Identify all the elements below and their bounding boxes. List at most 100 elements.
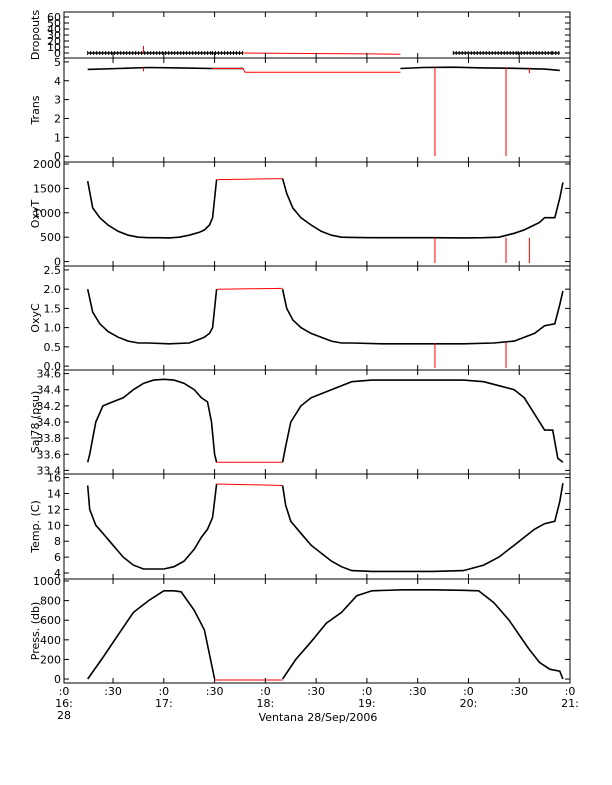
panel-4: 33.4 33.6 33.8 34.0 34.2 34.4 34.6 Sal78 (psu) xyxy=(29,368,571,477)
y-tick-label: 14 xyxy=(47,487,61,500)
y-axis-label: Sal78 (psu) xyxy=(29,391,42,454)
y-axis-label: Trans xyxy=(29,95,42,125)
y-axis-label: OxyC xyxy=(29,303,42,333)
y-tick-label: 30 xyxy=(47,29,61,42)
series-line-1 xyxy=(242,52,401,55)
y-tick-label: 2 xyxy=(54,112,61,125)
y-tick-label: 1000 xyxy=(33,575,61,588)
y-axis-label: Temp. (C) xyxy=(29,500,42,554)
x-tick-label: :0 xyxy=(565,685,576,698)
y-tick-label: 1 xyxy=(54,131,61,144)
x-tick-label-hour: 20: xyxy=(460,697,478,710)
series-line-0 xyxy=(86,483,218,570)
y-tick-label: 2.0 xyxy=(44,283,62,296)
y-tick-label: 10 xyxy=(47,519,61,532)
chart-panels: 0102030405060Dropouts012345Trans05001000… xyxy=(29,10,571,686)
y-tick-label: 4 xyxy=(54,75,61,88)
series-line-2 xyxy=(281,379,564,463)
y-tick-label: 800 xyxy=(40,595,61,608)
y-tick-label: 1500 xyxy=(33,182,61,195)
x-tick-label: :30 xyxy=(307,685,325,698)
series-line-2 xyxy=(281,289,564,345)
y-tick-label: 8 xyxy=(54,535,61,548)
series-line-1 xyxy=(216,483,283,486)
y-tick-label: 0 xyxy=(54,673,61,686)
y-tick-label: 0.0 xyxy=(44,360,62,373)
y-tick-label: 20 xyxy=(47,35,61,48)
y-tick-label: 0 xyxy=(54,47,61,60)
series-line-0 xyxy=(86,289,218,345)
x-tick-label: :30 xyxy=(510,685,528,698)
x-tick-label-hour: 16: xyxy=(55,697,73,710)
y-axis-label: Press. (db) xyxy=(29,602,42,661)
y-tick-label: 400 xyxy=(40,634,61,647)
x-tick-label-minute: 28 xyxy=(57,709,71,722)
y-tick-label: 34.4 xyxy=(37,384,62,397)
y-tick-label: 600 xyxy=(40,614,61,627)
x-tick-label: :0 xyxy=(463,685,474,698)
x-tick-label: :30 xyxy=(104,685,122,698)
series-line-2 xyxy=(281,178,564,239)
y-tick-label: 33.4 xyxy=(37,464,62,477)
series-line-1 xyxy=(216,287,283,290)
panel-3: 0.0 0.5 1.0 1.5 2.0 2.5 OxyC xyxy=(29,264,571,373)
y-tick-label: 10 xyxy=(47,41,61,54)
x-tick-label-hour: 18: xyxy=(257,697,275,710)
series-line-1 xyxy=(216,178,283,181)
panel-frame xyxy=(63,161,571,267)
y-tick-label: 0 xyxy=(54,256,61,269)
series-line-1 xyxy=(212,68,401,73)
series-line-0 xyxy=(87,590,216,680)
series-line-0 xyxy=(86,179,218,239)
panel-2: 0 500 1000 1500 2000 OxyT xyxy=(29,158,571,269)
y-tick-label: 0.5 xyxy=(44,341,62,354)
y-tick-label: 2.5 xyxy=(44,264,62,277)
y-tick-label: 1.0 xyxy=(44,322,62,335)
y-tick-label: 3 xyxy=(54,94,61,107)
y-tick-label: 50 xyxy=(47,17,61,30)
y-tick-label: 40 xyxy=(47,23,61,36)
y-tick-label: 6 xyxy=(54,551,61,564)
y-tick-label: 1000 xyxy=(33,207,61,220)
y-axis-label: Dropouts xyxy=(29,10,42,60)
series-line-2 xyxy=(400,66,560,72)
x-tick-label: :0 xyxy=(158,685,169,698)
y-tick-label: 2000 xyxy=(33,158,61,171)
y-tick-label: 500 xyxy=(40,231,61,244)
y-tick-label: 33.8 xyxy=(37,432,62,445)
y-tick-label: 5 xyxy=(54,56,61,69)
y-tick-label: 33.6 xyxy=(37,448,62,461)
y-tick-label: 34.6 xyxy=(37,368,62,381)
panel-frame xyxy=(63,578,571,684)
panel-frame xyxy=(63,57,571,163)
x-tick-label-hour: 19: xyxy=(358,697,376,710)
series-line-2 xyxy=(281,589,564,680)
series-line-0 xyxy=(86,378,218,463)
panel-1: 0 1 2 3 4 5 Trans xyxy=(29,56,571,163)
y-axis-label: OxyT xyxy=(29,200,42,229)
x-tick-label: :30 xyxy=(409,685,427,698)
x-tick-label: :0 xyxy=(59,685,70,698)
y-tick-label: 4 xyxy=(54,567,61,580)
y-tick-label: 1.5 xyxy=(44,302,62,315)
y-tick-label: 0 xyxy=(54,150,61,163)
panel-frame xyxy=(63,265,571,371)
panel-frame xyxy=(63,11,571,59)
x-tick-label: :0 xyxy=(260,685,271,698)
y-tick-label: 200 xyxy=(40,653,61,666)
x-tick-label: :0 xyxy=(362,685,373,698)
x-axis: :016:28:30:017::30:018::30:019::30:020::… xyxy=(55,685,579,722)
y-tick-label: 60 xyxy=(47,11,61,24)
y-tick-label: 16 xyxy=(47,472,61,485)
y-tick-label: 34.2 xyxy=(37,400,62,413)
x-tick-label-hour: 17: xyxy=(155,697,173,710)
panel-5: 4 6 8 10 12 14 16 Temp. (C) xyxy=(29,472,571,580)
y-tick-label: 12 xyxy=(47,503,61,516)
x-tick-label-hour: 21: xyxy=(561,697,579,710)
series-line-2 xyxy=(281,483,564,573)
x-axis-label: Ventana 28/Sep/2006 xyxy=(259,711,378,724)
y-tick-label: 34.0 xyxy=(37,416,62,429)
panel-frame xyxy=(63,473,571,580)
